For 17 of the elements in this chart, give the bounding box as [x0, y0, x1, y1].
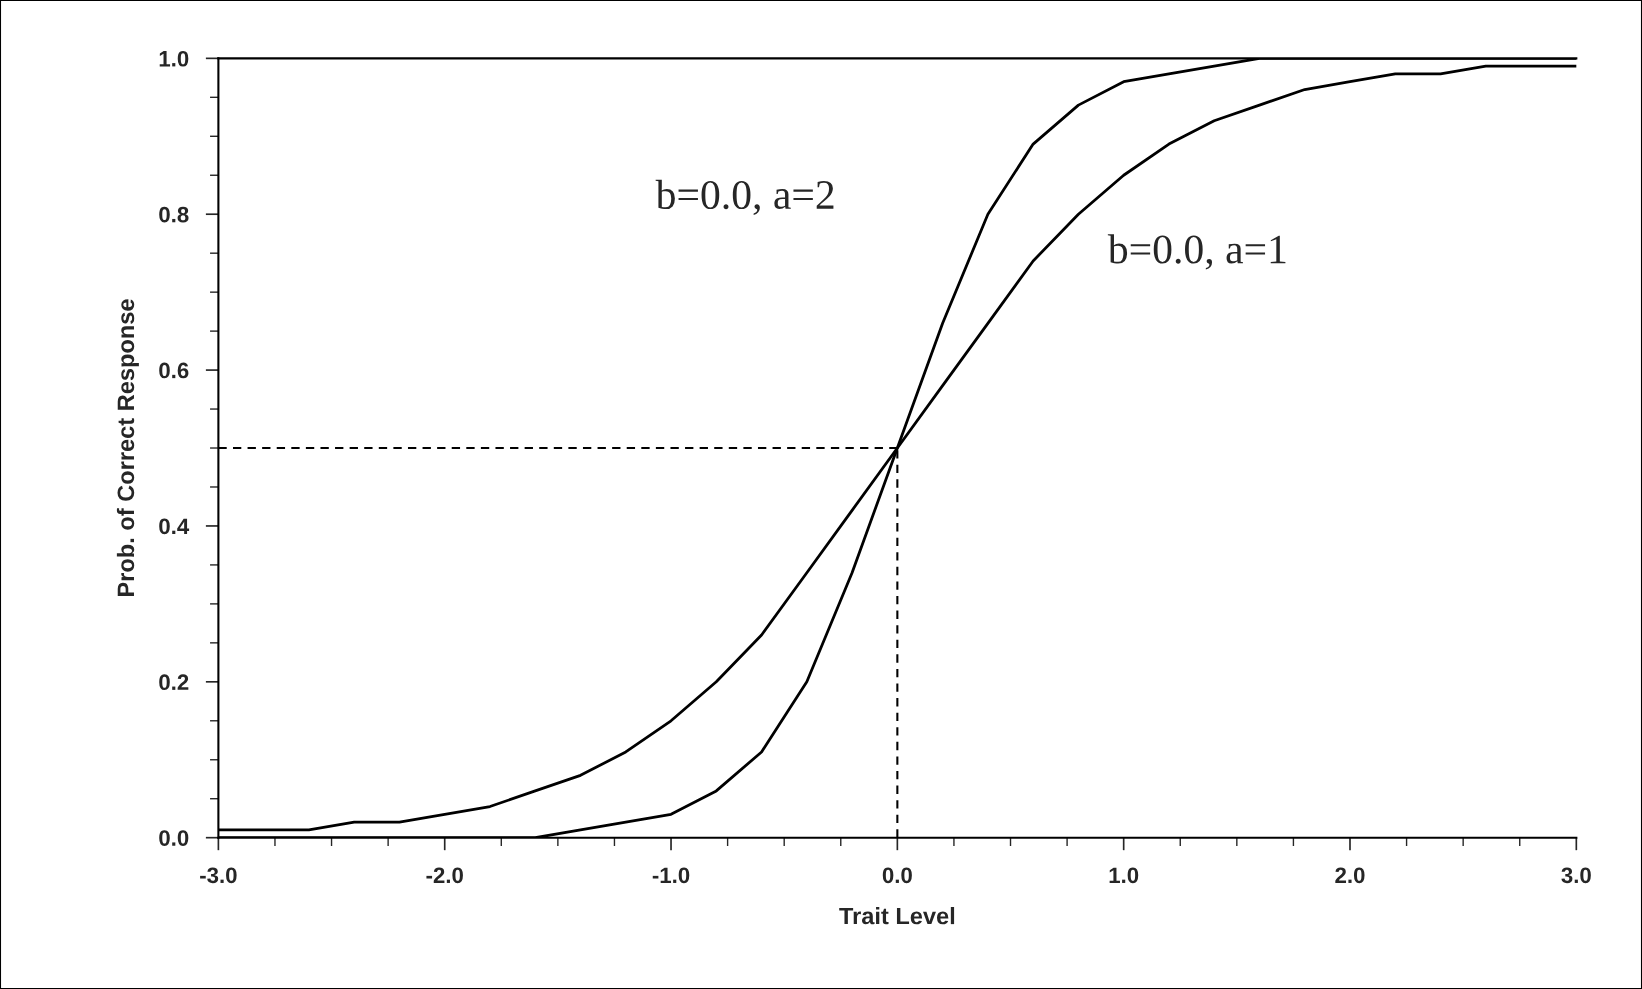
y-axis-title: Prob. of Correct Response	[116, 299, 139, 596]
x-tick-label: 2.0	[1335, 867, 1365, 884]
annotation: b=0.0, a=1	[1107, 234, 1286, 270]
x-tick-label: -2.0	[426, 867, 463, 884]
y-tick-label: 1.0	[159, 50, 189, 67]
x-tick-label: -1.0	[652, 867, 690, 884]
y-tick-label: 0.2	[159, 674, 189, 691]
y-tick-label: 0.0	[159, 830, 189, 846]
x-tick-label: 3.0	[1561, 867, 1591, 884]
x-tick-label: 0.0	[882, 867, 912, 884]
y-tick-label: 0.4	[159, 518, 190, 535]
y-tick-label: 0.8	[159, 206, 189, 223]
annotation: b=0.0, a=2	[655, 179, 834, 216]
x-tick-label: 1.0	[1109, 867, 1139, 884]
y-tick-label: 0.6	[159, 362, 189, 379]
x-tick-label: -3.0	[200, 867, 237, 884]
x-axis-title: Trait Level	[839, 907, 955, 925]
